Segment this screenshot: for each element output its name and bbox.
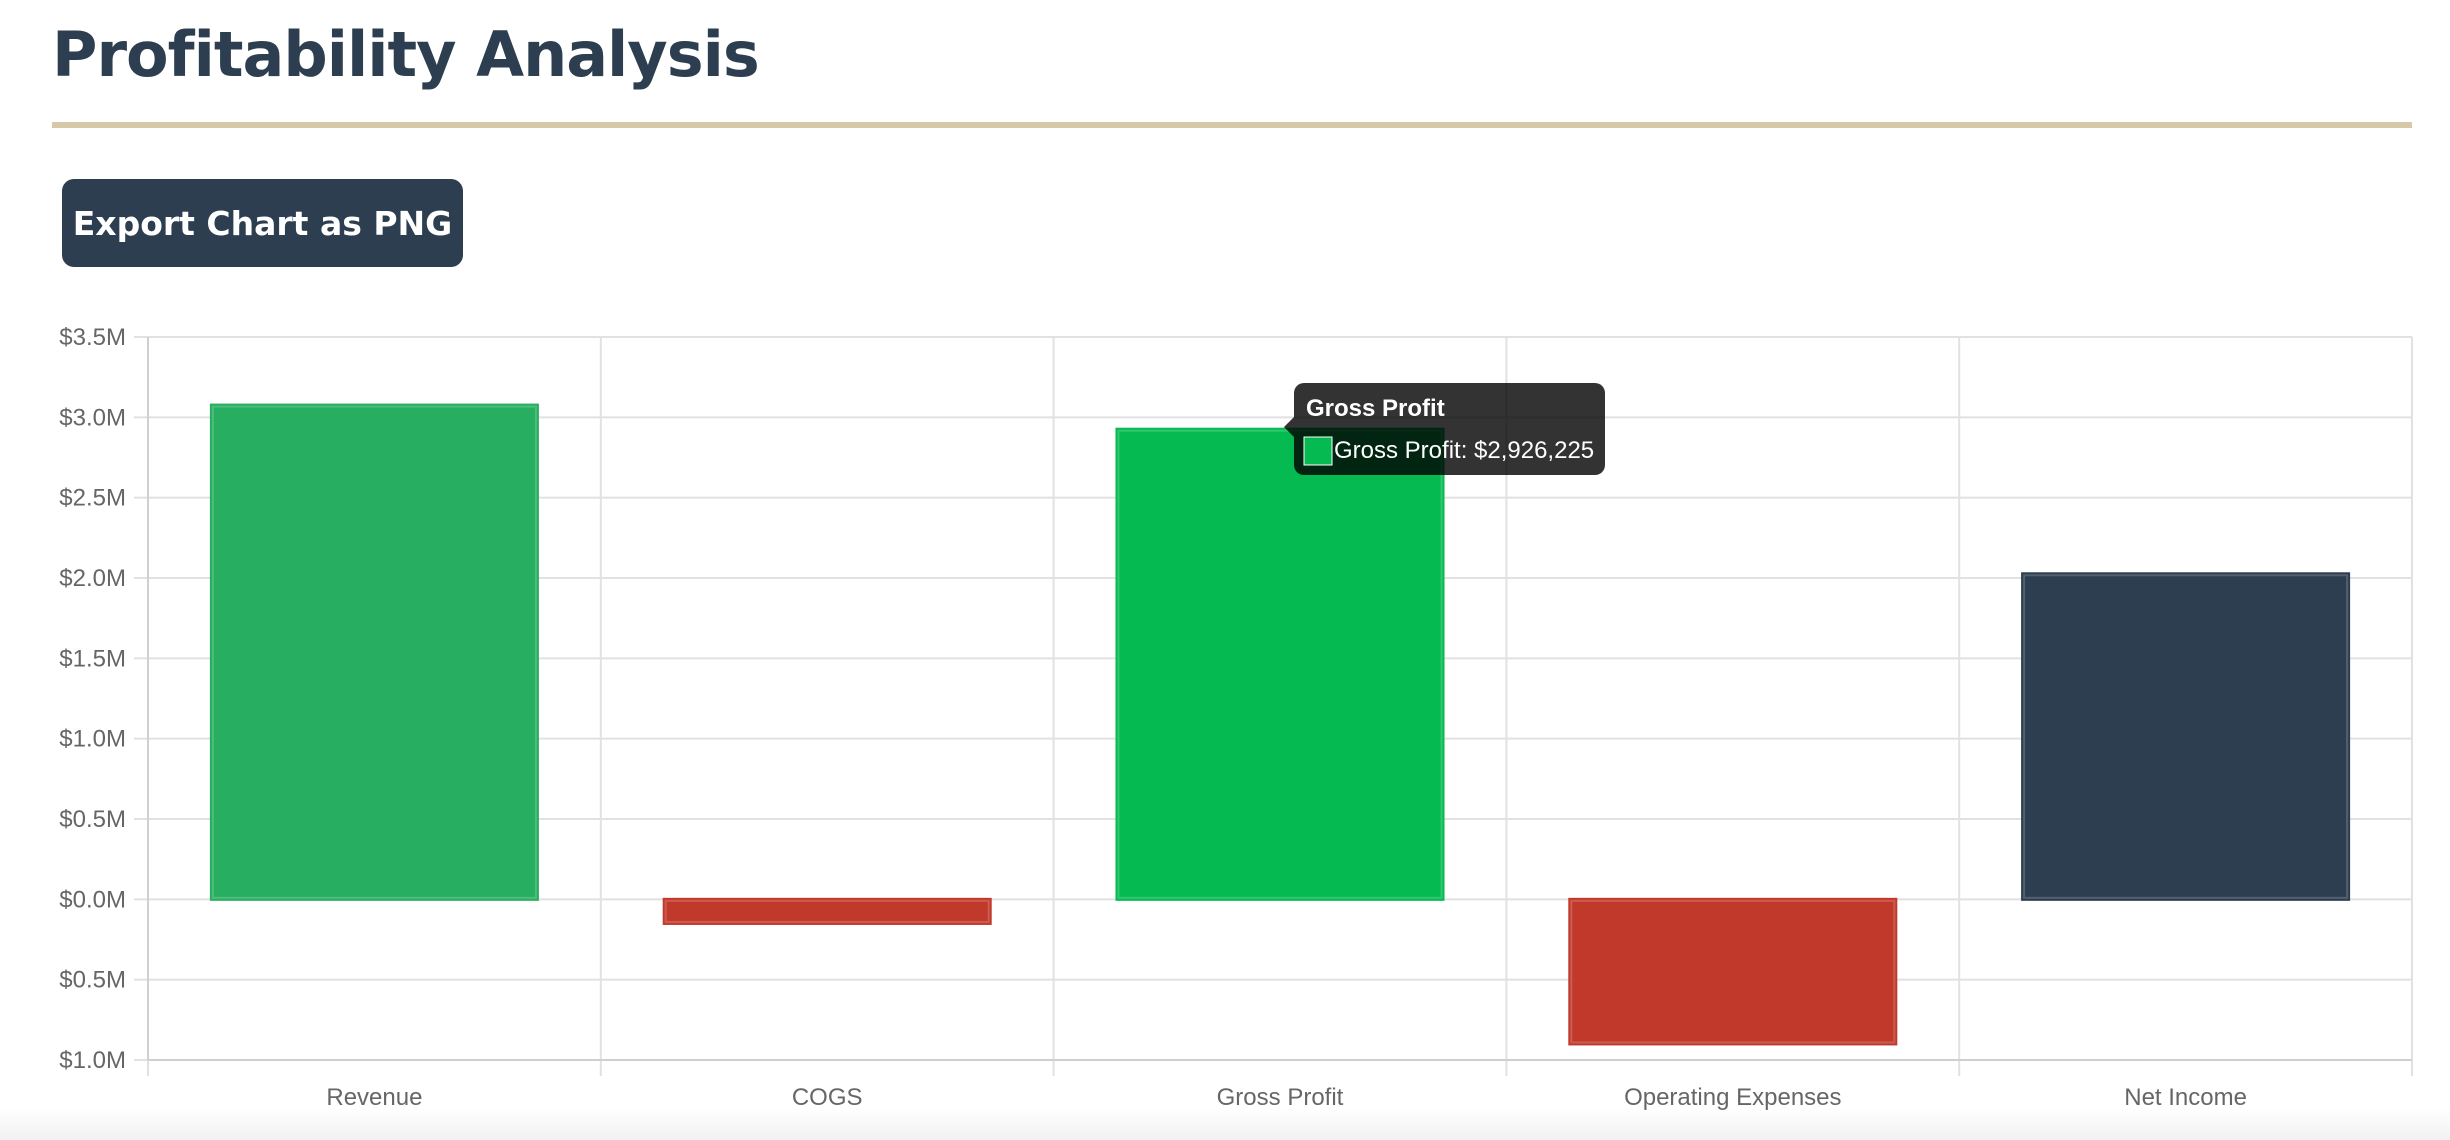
y-tick-label: $2.5M: [59, 485, 126, 512]
y-tick-label: $1.0M: [59, 1047, 126, 1074]
page-title: Profitability Analysis: [52, 18, 760, 91]
export-chart-button[interactable]: Export Chart as PNG: [62, 179, 463, 267]
chart-bars: [209, 403, 2351, 1046]
y-tick-label: $1.5M: [59, 645, 126, 672]
bar-outline: [664, 899, 990, 923]
tooltip-swatch: [1303, 436, 1333, 466]
x-tick-label: Revenue: [326, 1084, 422, 1111]
y-tick-label: $2.0M: [59, 565, 126, 592]
y-tick-label: $3.5M: [59, 324, 126, 351]
bar-operating-expenses[interactable]: [1568, 897, 1898, 1046]
chart-svg[interactable]: $3.5M $3.0M $2.5M $2.0M $1.5M $1.0M $0.5M $0.0M…: [0, 300, 2450, 1140]
bar-net-income[interactable]: [2021, 572, 2351, 901]
bar-cogs[interactable]: [662, 897, 992, 925]
bar-outline: [1570, 899, 1896, 1044]
x-tick-label: Gross Profit: [1217, 1084, 1344, 1111]
x-tick-label: COGS: [792, 1084, 863, 1111]
x-tick-label: Operating Expenses: [1624, 1084, 1841, 1111]
y-tick-label: $0.5M: [59, 967, 126, 994]
y-tick-label: $3.0M: [59, 404, 126, 431]
bar-outline: [1117, 429, 1443, 899]
chart-axes: [147, 337, 2412, 1061]
tooltip-caret: [1284, 417, 1294, 437]
y-tick-label: $0.5M: [59, 806, 126, 833]
y-tick-label: $0.0M: [59, 886, 126, 913]
y-tick-label: $1.0M: [59, 726, 126, 753]
chart-tooltip: Gross Profit Gross Profit: $2,926,225: [1284, 383, 1605, 475]
x-tick-label: Net Income: [2124, 1084, 2247, 1111]
title-divider: [52, 122, 2412, 128]
bar-gross-profit[interactable]: [1115, 427, 1445, 901]
bar-outline: [211, 405, 537, 899]
chart-tick-labels: $3.5M $3.0M $2.5M $2.0M $1.5M $1.0M $0.5M $0.0M…: [59, 324, 2247, 1111]
profitability-chart[interactable]: $3.5M $3.0M $2.5M $2.0M $1.5M $1.0M $0.5M $0.0M…: [0, 300, 2450, 1140]
tooltip-box: [1294, 383, 1605, 475]
tooltip-value: Gross Profit: $2,926,225: [1334, 437, 1594, 464]
bottom-fade: [0, 1108, 2450, 1140]
bar-revenue[interactable]: [209, 403, 539, 901]
tooltip-title: Gross Profit: [1306, 395, 1445, 422]
bar-outline: [2023, 574, 2349, 899]
